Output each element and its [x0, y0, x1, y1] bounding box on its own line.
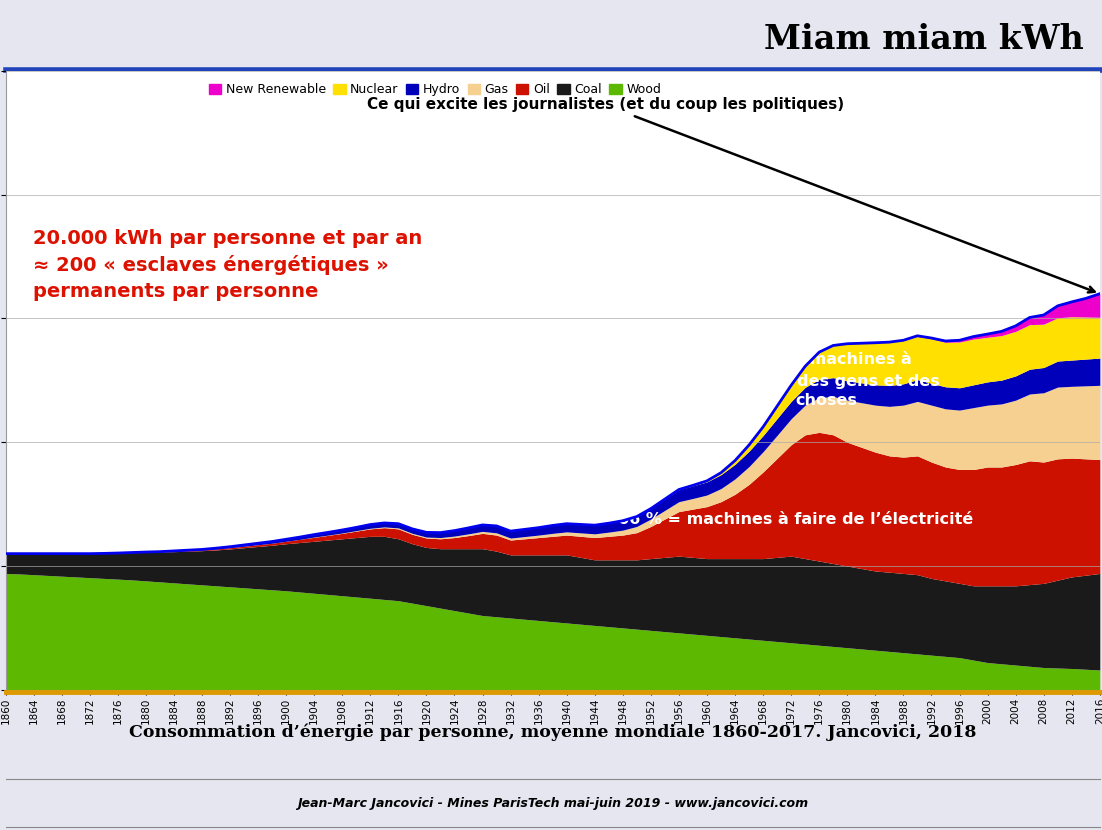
Legend: New Renewable, Nuclear, Hydro, Gas, Oil, Coal, Wood: New Renewable, Nuclear, Hydro, Gas, Oil,… [208, 83, 661, 96]
Text: Jean-Marc Jancovici - Mines ParisTech mai-juin 2019 - www.jancovici.com: Jean-Marc Jancovici - Mines ParisTech ma… [298, 798, 808, 810]
Text: 66 % = machines à faire de l’électricité: 66 % = machines à faire de l’électricité [618, 512, 973, 527]
Text: 20.000 kWh par personne et par an
≈ 200 « esclaves énergétiques »
permanents par: 20.000 kWh par personne et par an ≈ 200 … [33, 229, 422, 300]
Text: Ce qui excite les journalistes (et du coup les politiques): Ce qui excite les journalistes (et du co… [367, 97, 1094, 292]
Text: Miam miam kWh: Miam miam kWh [764, 23, 1083, 56]
Text: Consommation d’énergie par personne, moyenne mondiale 1860-2017. Jancovici, 2018: Consommation d’énergie par personne, moy… [129, 723, 976, 740]
Text: 50 % = machines à
déplacer des gens et des
choses: 50 % = machines à déplacer des gens et d… [713, 353, 940, 408]
